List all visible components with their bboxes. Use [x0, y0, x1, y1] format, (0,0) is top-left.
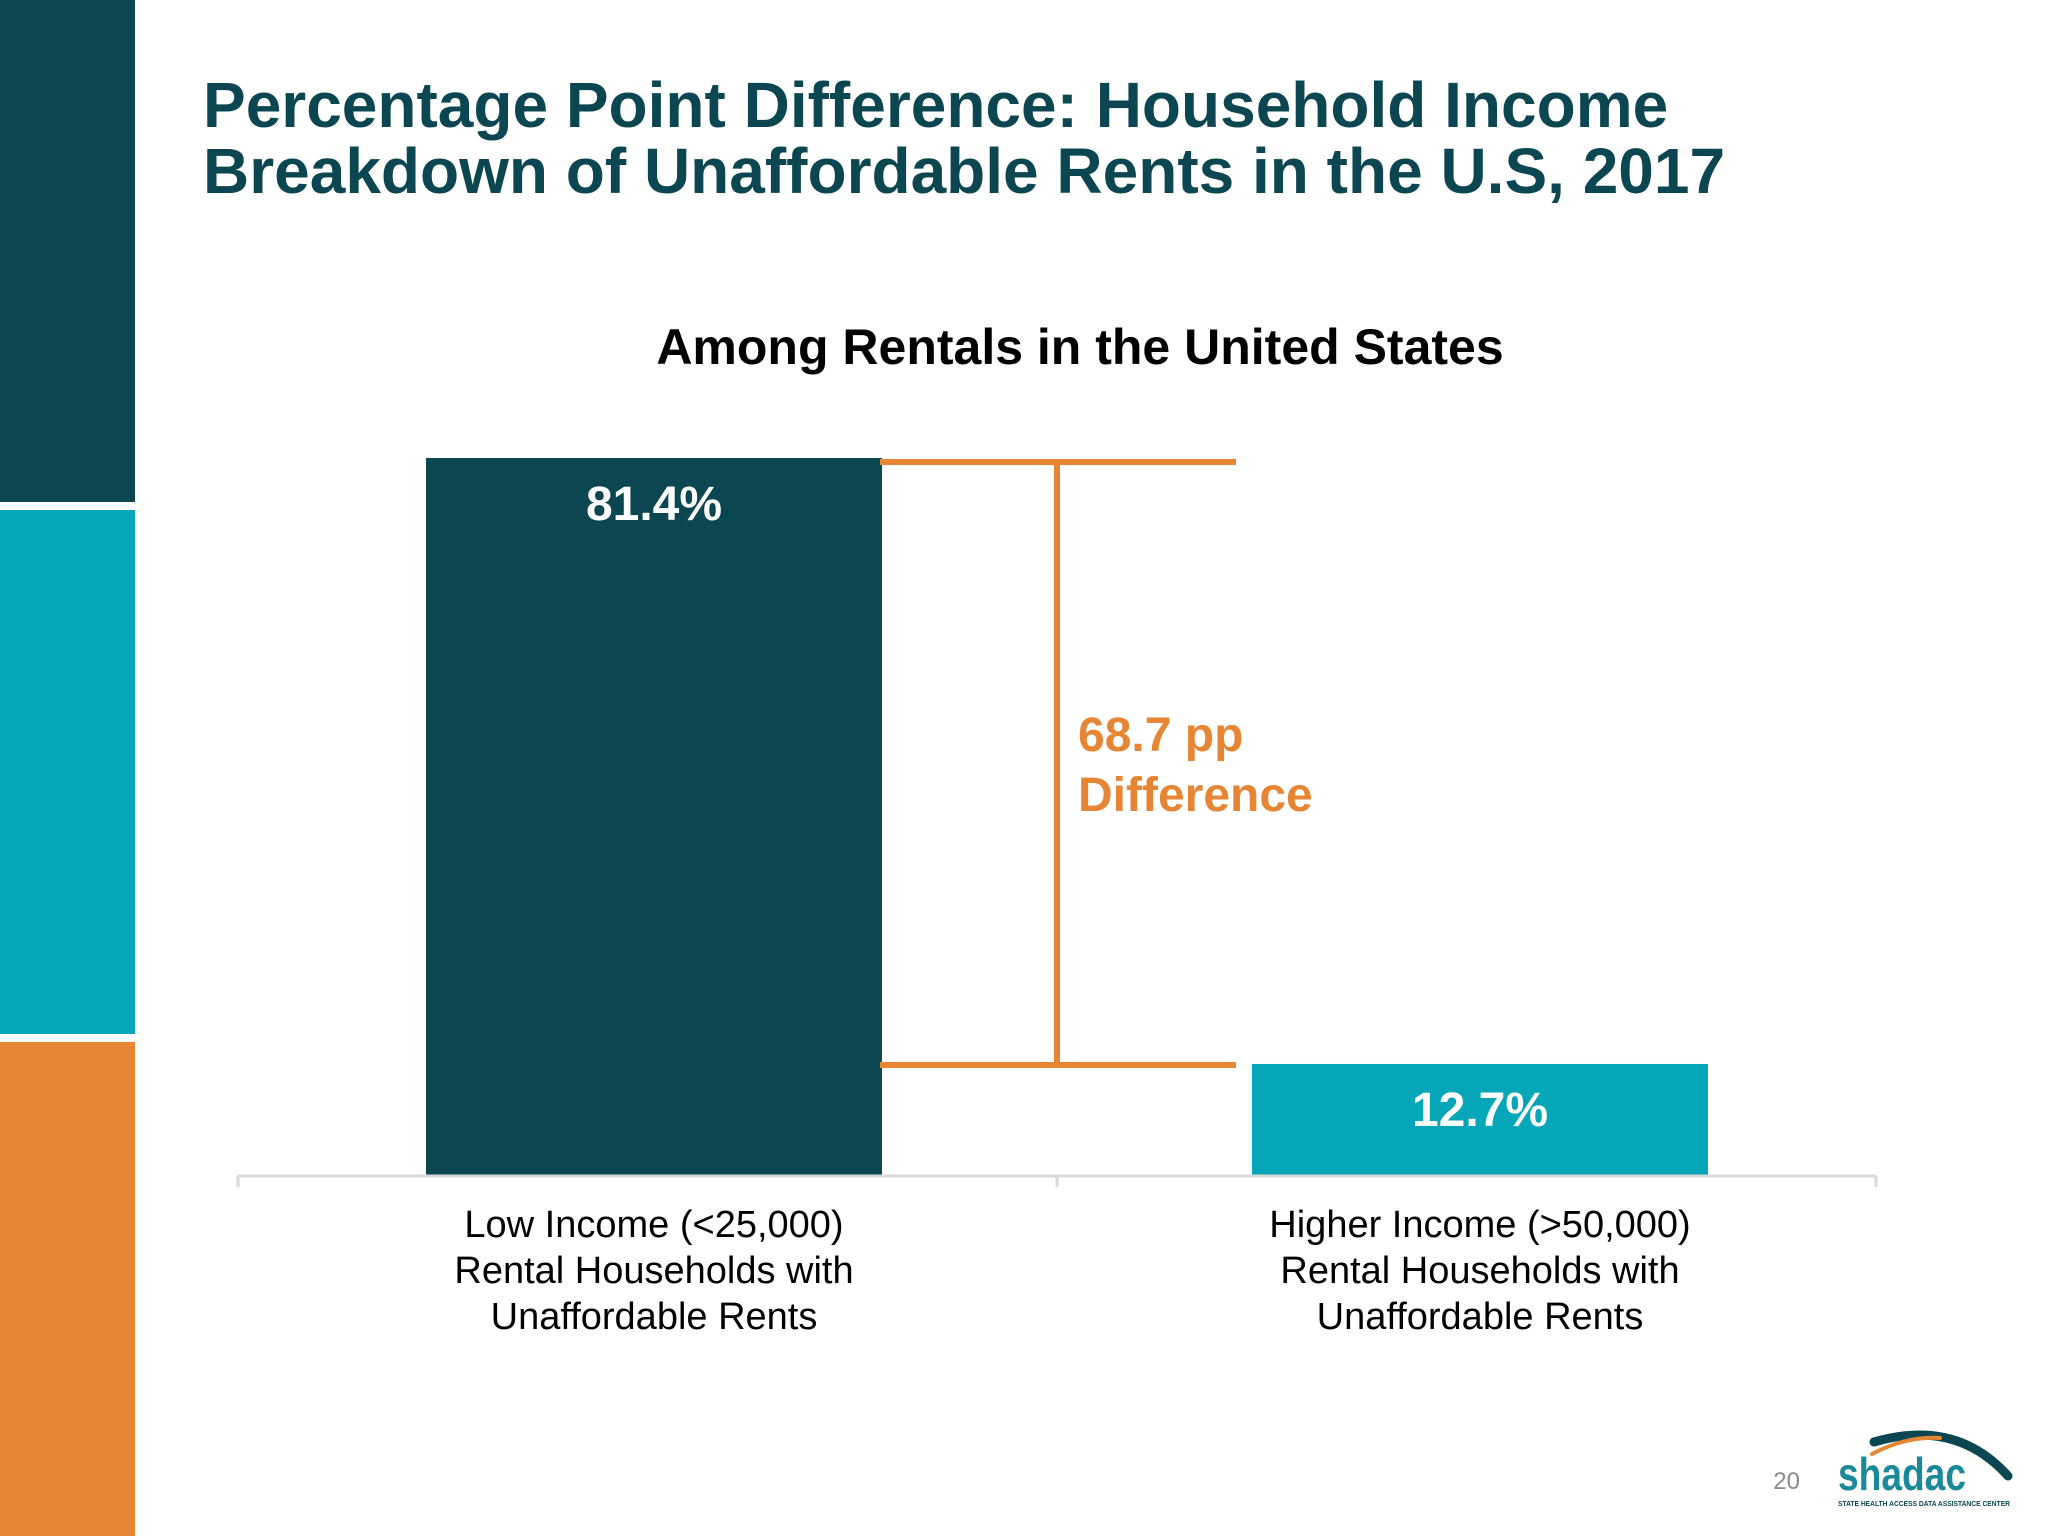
- bars-group: 81.4% 12.7%: [426, 458, 1708, 1176]
- logo-arc-accent-icon: [1870, 1435, 1942, 1456]
- logo-tagline: STATE HEALTH ACCESS DATA ASSISTANCE CENT…: [1838, 1501, 2010, 1508]
- bar-2: [1252, 1063, 1708, 1176]
- shadac-logo: shadac STATE HEALTH ACCESS DATA ASSISTAN…: [1838, 1430, 2013, 1508]
- sidebar-block-teal: [0, 510, 135, 1034]
- category-labels: Low Income (<25,000)Rental Households wi…: [454, 1204, 1690, 1338]
- logo-wordmark: shadac: [1838, 1448, 1966, 1500]
- logo-arc-icon: [1869, 1430, 2013, 1481]
- category-label-line: Unaffordable Rents: [491, 1296, 818, 1338]
- category-label-line: Rental Households with: [1280, 1250, 1679, 1292]
- difference-label-line: 68.7 pp: [1078, 709, 1243, 762]
- sidebar-block-orange: [0, 1042, 135, 1536]
- difference-annotation: 68.7 pp Difference: [880, 459, 1313, 1068]
- slide-title: Percentage Point Difference: Household I…: [203, 72, 1983, 204]
- category-label-line: Rental Households with: [454, 1250, 853, 1292]
- bar-value-label: 81.4%: [586, 478, 722, 531]
- page-number: 20: [1773, 1468, 1800, 1495]
- difference-label-line: Difference: [1078, 769, 1313, 822]
- category-label-line: Higher Income (>50,000): [1269, 1204, 1690, 1246]
- slide-title-line-1: Percentage Point Difference: Household I…: [203, 69, 1669, 141]
- sidebar-block-dark-teal: [0, 0, 135, 502]
- slide-title-line-2: Breakdown of Unaffordable Rents in the U…: [203, 135, 1726, 207]
- bar-value-label: 12.7%: [1412, 1084, 1548, 1137]
- bar-1: [426, 458, 882, 1176]
- category-label-line: Unaffordable Rents: [1317, 1296, 1644, 1338]
- chart-title: Among Rentals in the United States: [656, 319, 1503, 375]
- category-label-line: Low Income (<25,000): [464, 1204, 843, 1246]
